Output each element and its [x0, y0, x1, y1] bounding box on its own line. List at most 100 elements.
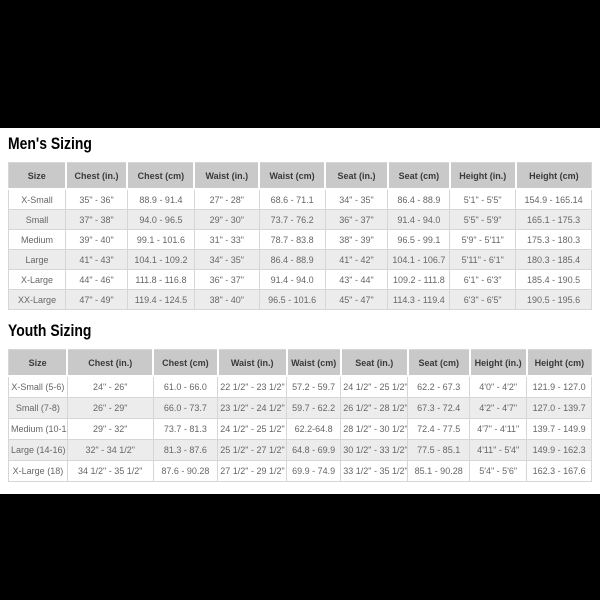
table-cell: 72.4 - 77.5: [407, 418, 471, 440]
table-cell: 162.3 - 167.6: [526, 460, 592, 482]
table-cell: 37" - 38": [65, 209, 128, 230]
column-header: Seat (cm): [406, 349, 470, 377]
table-row: X-Small (5-6) 24" - 26" 61.0 - 66.0 22 1/2"…: [8, 375, 592, 398]
table-cell: 190.5 - 195.6: [515, 289, 592, 310]
table-header-row: Size Chest (in.) Chest (cm) Waist (in.) Wais…: [7, 162, 592, 190]
table-cell: 22 1/2" - 23 1/2": [217, 375, 288, 398]
table-cell: 114.3 - 119.4: [387, 289, 451, 310]
mens-sizing-table: Size Chest (in.) Chest (cm) Waist (in.) Wais…: [7, 162, 592, 310]
column-header: Chest (cm): [126, 162, 195, 190]
table-cell: 57.2 - 59.7: [286, 375, 342, 398]
table-cell: 34 1/2" - 35 1/2": [66, 460, 154, 482]
table-cell: 73.7 - 81.3: [152, 418, 219, 440]
table-cell: 27" - 28": [193, 188, 260, 210]
table-cell: 121.9 - 127.0: [526, 375, 592, 398]
table-cell: 77.5 - 85.1: [407, 439, 471, 461]
table-cell: 38" - 39": [324, 229, 389, 250]
table-cell: 24 1/2" - 25 1/2": [217, 418, 288, 440]
column-header: Waist (in.): [193, 162, 260, 190]
table-cell: 175.3 - 180.3: [515, 229, 592, 250]
table-cell: 66.0 - 73.7: [152, 397, 219, 419]
table-cell: 67.3 - 72.4: [407, 397, 471, 419]
table-cell: 88.9 - 91.4: [126, 188, 195, 210]
table-cell: 34" - 35": [324, 188, 389, 210]
table-row: X-Small 35" - 36" 88.9 - 91.4 27" - 28" 68.6…: [7, 188, 592, 210]
column-header: Seat (cm): [386, 162, 450, 190]
table-cell: 36" - 37": [324, 209, 389, 230]
table-cell: 104.1 - 109.2: [126, 249, 195, 270]
table-cell: 111.8 - 116.8: [126, 269, 195, 290]
table-cell: 165.1 - 175.3: [515, 209, 592, 230]
column-header: Height (in.): [448, 162, 516, 190]
table-cell: 62.2-64.8: [286, 418, 342, 440]
table-row: Large (14-16) 32" - 34 1/2" 81.3 - 87.6 25 …: [8, 439, 592, 461]
table-cell: 62.2 - 67.3: [407, 375, 471, 398]
table-cell: 38" - 40": [193, 289, 260, 310]
table-cell: X-Small (5-6): [8, 375, 68, 398]
top-letterbox: [0, 0, 600, 128]
table-row: Small (7-8) 26" - 29" 66.0 - 73.7 23 1/2" -…: [8, 397, 592, 419]
table-cell: 43" - 44": [324, 269, 389, 290]
table-cell: 94.0 - 96.5: [126, 209, 195, 230]
table-cell: 34" - 35": [193, 249, 260, 270]
table-cell: 27 1/2" - 29 1/2": [217, 460, 288, 482]
table-cell: Medium (10-12): [8, 418, 68, 440]
table-cell: 5'1" - 5'5": [449, 188, 517, 210]
table-cell: 39" - 40": [65, 229, 128, 250]
sizing-charts-content: Men's Sizing Size Chest (in.) Chest (cm) Wa…: [0, 128, 600, 494]
table-cell: 31" - 33": [193, 229, 260, 250]
column-header: Waist (in.): [216, 349, 287, 377]
column-header: Waist (cm): [285, 349, 341, 377]
table-cell: 4'2" - 4'7": [469, 397, 528, 419]
table-cell: 44" - 46": [65, 269, 128, 290]
bottom-letterbox: [0, 494, 600, 600]
table-cell: 59.7 - 62.2: [286, 397, 342, 419]
table-cell: 25 1/2" - 27 1/2": [217, 439, 288, 461]
table-cell: 99.1 - 101.6: [126, 229, 195, 250]
table-cell: X-Large (18): [8, 460, 68, 482]
table-cell: 23 1/2" - 24 1/2": [217, 397, 288, 419]
table-cell: 119.4 - 124.5: [126, 289, 195, 310]
table-cell: 5'5" - 5'9": [449, 209, 517, 230]
table-row: X-Large (18) 34 1/2" - 35 1/2" 87.6 - 90.2…: [8, 460, 592, 482]
table-cell: Small: [7, 209, 67, 230]
table-cell: 47" - 49": [65, 289, 128, 310]
table-cell: 4'0" - 4'2": [469, 375, 528, 398]
table-cell: Small (7-8): [8, 397, 68, 419]
table-row: Large 41" - 43" 104.1 - 109.2 34" - 35" 86.4…: [7, 249, 592, 270]
table-cell: 61.0 - 66.0: [152, 375, 219, 398]
column-header: Height (cm): [514, 162, 592, 190]
table-cell: 29" - 30": [193, 209, 260, 230]
table-cell: 104.1 - 106.7: [387, 249, 451, 270]
table-cell: X-Large: [7, 269, 67, 290]
table-row: Medium 39" - 40" 99.1 - 101.6 31" - 33" 78.7…: [7, 229, 592, 250]
table-cell: 91.4 - 94.0: [387, 209, 451, 230]
column-header: Height (cm): [525, 349, 592, 377]
table-cell: 185.4 - 190.5: [515, 269, 592, 290]
table-cell: 86.4 - 88.9: [387, 188, 451, 210]
table-cell: 127.0 - 139.7: [526, 397, 592, 419]
table-cell: 85.1 - 90.28: [407, 460, 471, 482]
table-cell: 69.9 - 74.9: [286, 460, 342, 482]
table-cell: 24 1/2" - 25 1/2": [340, 375, 409, 398]
table-cell: 29" - 32": [66, 418, 154, 440]
table-cell: 139.7 - 149.9: [526, 418, 592, 440]
column-header: Height (in.): [468, 349, 527, 377]
table-cell: 78.7 - 83.8: [258, 229, 326, 250]
table-row: Medium (10-12)29" - 32"73.7 - 81.324 1/2…: [8, 418, 592, 440]
table-cell: 149.9 - 162.3: [526, 439, 592, 461]
table-cell: 41" - 43": [65, 249, 128, 270]
table-row: XX-Large 47" - 49" 119.4 - 124.5 38" - 40" 9…: [7, 289, 592, 310]
table-cell: 28 1/2" - 30 1/2": [340, 418, 409, 440]
table-cell: 36" - 37": [193, 269, 260, 290]
table-cell: XX-Large: [7, 289, 67, 310]
column-header: Chest (in.): [66, 349, 154, 377]
table-cell: 91.4 - 94.0: [258, 269, 326, 290]
table-cell: 45" - 47": [324, 289, 389, 310]
table-cell: 109.2 - 111.8: [387, 269, 451, 290]
column-header: Waist (cm): [258, 162, 326, 190]
table-cell: 30 1/2" - 33 1/2": [340, 439, 409, 461]
table-cell: 41" - 42": [324, 249, 389, 270]
table-row: X-Large 44" - 46" 111.8 - 116.8 36" - 37" 91…: [7, 269, 592, 290]
table-cell: 4'11" - 5'4": [469, 439, 528, 461]
